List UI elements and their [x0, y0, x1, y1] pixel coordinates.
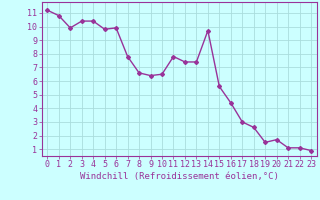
X-axis label: Windchill (Refroidissement éolien,°C): Windchill (Refroidissement éolien,°C): [80, 172, 279, 181]
